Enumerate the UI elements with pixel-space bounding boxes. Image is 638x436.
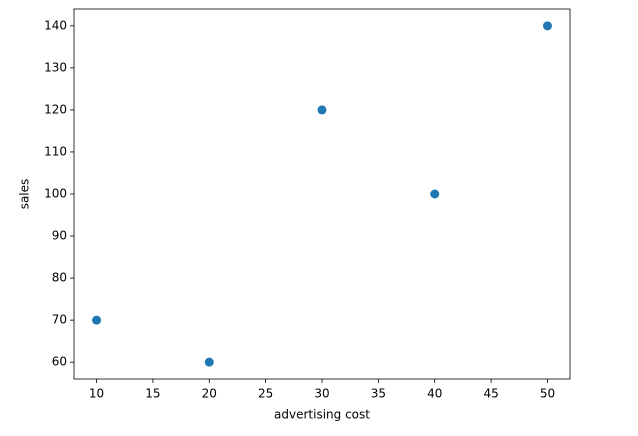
x-tick-label: 45: [483, 387, 498, 401]
y-tick-label: 90: [52, 229, 67, 243]
x-tick-label: 10: [89, 387, 104, 401]
x-axis-label: advertising cost: [274, 408, 370, 422]
point: [430, 189, 440, 199]
x-tick-label: 50: [540, 387, 555, 401]
y-tick-label: 60: [52, 355, 67, 369]
x-tick-label: 20: [202, 387, 217, 401]
x-tick-label: 15: [145, 387, 160, 401]
y-tick-label: 70: [52, 313, 67, 327]
point: [542, 21, 552, 31]
y-tick-label: 140: [44, 18, 67, 32]
x-tick-label: 30: [314, 387, 329, 401]
y-tick-label: 130: [44, 60, 67, 74]
y-tick-label: 110: [44, 144, 67, 158]
x-tick-label: 35: [371, 387, 386, 401]
y-axis-label: sales: [18, 179, 32, 210]
plot-frame: [73, 8, 571, 380]
y-tick-label: 120: [44, 102, 67, 116]
y-tick-label: 80: [52, 271, 67, 285]
x-tick-label: 40: [427, 387, 442, 401]
x-tick-label: 25: [258, 387, 273, 401]
point: [204, 357, 214, 367]
y-tick-label: 100: [44, 187, 67, 201]
point: [317, 105, 327, 115]
point: [92, 315, 102, 325]
